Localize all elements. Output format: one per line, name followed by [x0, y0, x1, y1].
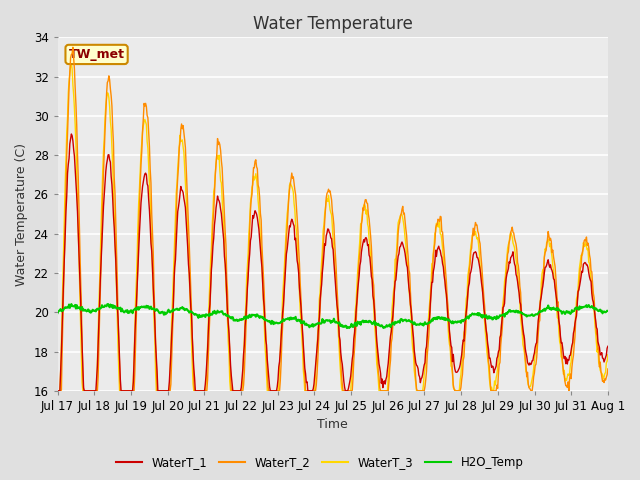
WaterT_3	[177, 139, 185, 144]
WaterT_2	[64, 131, 72, 137]
X-axis label: Time: Time	[317, 419, 348, 432]
WaterT_2	[177, 126, 185, 132]
Legend: WaterT_1, WaterT_2, WaterT_3, H2O_Temp: WaterT_1, WaterT_2, WaterT_3, H2O_Temp	[112, 452, 528, 474]
H2O_Temp	[177, 305, 185, 311]
WaterT_3	[401, 226, 408, 232]
WaterT_1	[177, 183, 185, 189]
H2O_Temp	[417, 321, 425, 327]
WaterT_1	[64, 170, 72, 176]
H2O_Temp	[104, 301, 112, 307]
WaterT_1	[67, 131, 75, 137]
WaterT_2	[401, 210, 408, 216]
WaterT_3	[121, 388, 129, 394]
H2O_Temp	[604, 308, 612, 314]
WaterT_3	[67, 60, 75, 66]
WaterT_2	[54, 388, 61, 394]
WaterT_3	[54, 388, 61, 394]
WaterT_2	[604, 366, 612, 372]
WaterT_1	[604, 343, 612, 349]
H2O_Temp	[401, 317, 409, 323]
H2O_Temp	[343, 325, 351, 331]
WaterT_1	[417, 380, 424, 385]
H2O_Temp	[64, 304, 72, 310]
H2O_Temp	[206, 311, 214, 316]
WaterT_3	[417, 388, 424, 394]
WaterT_3	[604, 352, 612, 358]
Line: WaterT_3: WaterT_3	[58, 63, 608, 391]
WaterT_2	[69, 44, 77, 50]
Line: H2O_Temp: H2O_Temp	[58, 304, 608, 328]
Line: WaterT_1: WaterT_1	[58, 134, 608, 391]
Y-axis label: Water Temperature (C): Water Temperature (C)	[15, 143, 28, 286]
WaterT_1	[54, 388, 61, 394]
WaterT_3	[64, 115, 72, 120]
WaterT_1	[206, 301, 214, 307]
WaterT_2	[206, 311, 214, 317]
Text: TW_met: TW_met	[68, 48, 125, 61]
WaterT_1	[401, 246, 408, 252]
H2O_Temp	[54, 310, 61, 316]
WaterT_3	[206, 279, 214, 285]
WaterT_2	[417, 388, 424, 394]
Line: WaterT_2: WaterT_2	[58, 47, 608, 391]
Title: Water Temperature: Water Temperature	[253, 15, 413, 33]
H2O_Temp	[121, 309, 129, 314]
WaterT_1	[121, 388, 129, 394]
WaterT_2	[121, 388, 129, 394]
